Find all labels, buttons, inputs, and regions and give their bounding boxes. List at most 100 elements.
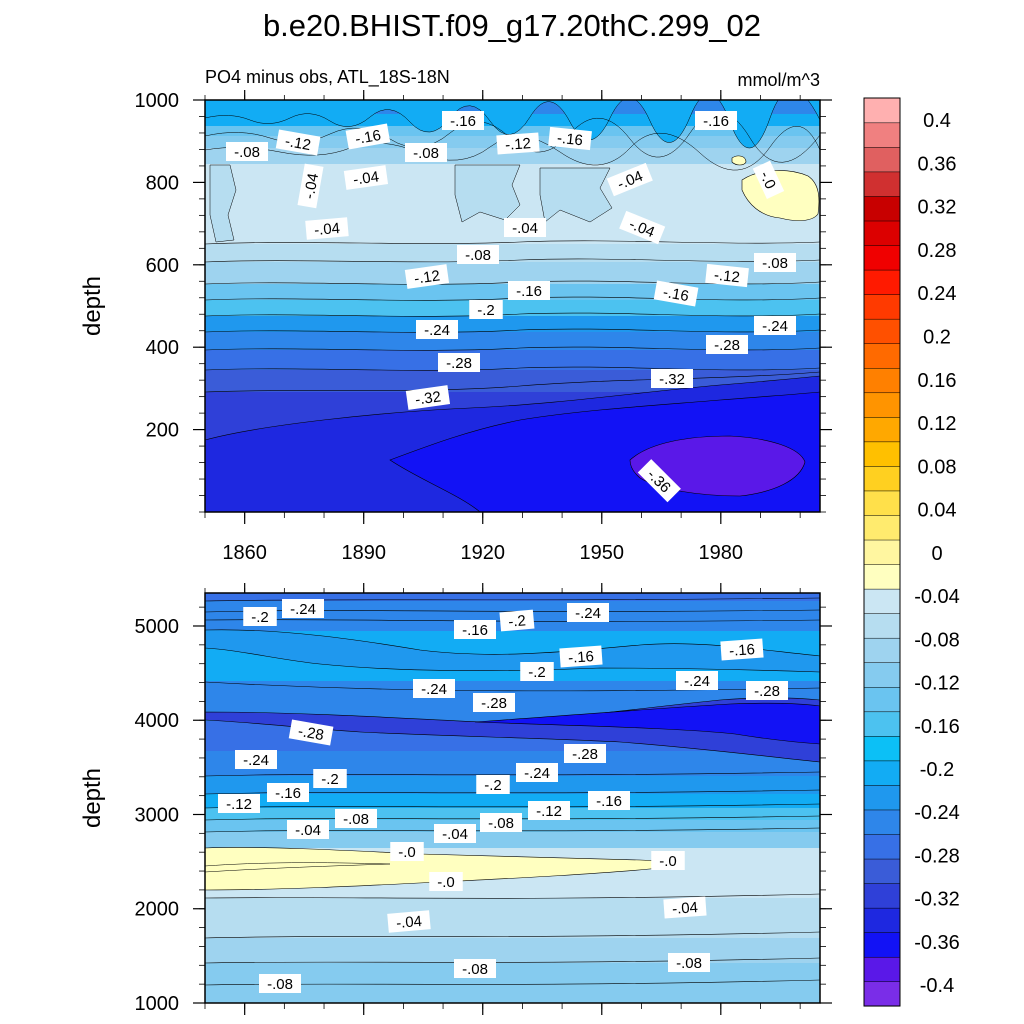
lower-band [205, 794, 820, 808]
colorbar-label: -0.04 [914, 586, 960, 608]
contour-label-box [335, 809, 377, 828]
contour-label-box [496, 132, 540, 155]
contour-label-box [469, 300, 503, 319]
contour-label-text: -.16 [450, 113, 476, 130]
contour-label: -.08 [335, 809, 377, 828]
colorbar-label: 0.36 [918, 153, 957, 175]
contour-label-text: -.08 [267, 976, 293, 993]
contour-label: -.28 [564, 744, 606, 763]
contour-label-box [520, 662, 554, 681]
contour-label-text: -.2 [508, 612, 527, 630]
contour-label-box [259, 974, 301, 993]
colorbar-label: 0.04 [918, 500, 957, 522]
colorbar-label: -0.24 [914, 802, 960, 824]
contour-label: -.16 [548, 126, 592, 151]
contour-line [205, 258, 820, 263]
contour-label-text: -.12 [505, 135, 532, 154]
contour-label-box [313, 769, 347, 788]
upper-subtitle: PO4 minus obs, ATL_18S-18N [205, 67, 450, 88]
contour-label-box [559, 645, 603, 668]
colorbar-label: 0.4 [923, 110, 951, 132]
contour-label-box [413, 679, 455, 698]
upper-patch [454, 164, 521, 223]
contour-label-text: -.12 [226, 796, 252, 813]
contour-label-box [567, 603, 609, 622]
colorbar-swatch [863, 662, 901, 688]
contour-label-text: -.24 [290, 601, 316, 618]
contour-label-box [752, 160, 785, 199]
colorbar-label: 0.32 [918, 197, 957, 219]
contour-label: -.12 [218, 794, 260, 813]
contour-label: -.0 [390, 842, 424, 861]
contour-label-text: -.04 [295, 822, 321, 839]
colorbar: -0.4 -0.36 -0.32 -0.28 -0.24 -0.2 -0.16 -0.12 -0… [863, 97, 960, 1007]
contour-label-box [438, 353, 480, 372]
contour-label-text: -.0 [756, 169, 779, 192]
contour-label-box [387, 910, 431, 933]
contour-label-box [499, 609, 535, 632]
contour-label-box [651, 851, 685, 870]
colorbar-swatch [863, 514, 901, 541]
contour-label-box [275, 129, 321, 156]
colorbar-swatch [863, 392, 901, 418]
contour-label: -.28 [288, 719, 334, 746]
lower-band [205, 776, 820, 794]
upper-band [205, 148, 820, 164]
upper-frame [204, 99, 821, 513]
contour-label-text: -.32 [414, 388, 442, 408]
contour-label-box [528, 801, 570, 820]
upper-band [205, 262, 820, 284]
contour-label-text: -.16 [556, 130, 583, 150]
contour-label: -.16 [267, 783, 309, 802]
contour-label-box [454, 620, 496, 639]
upper-patch [539, 167, 613, 223]
contour-label-box [429, 872, 463, 891]
contour-label-text: -.28 [446, 355, 472, 372]
contour-label: -.24 [416, 320, 458, 339]
upper-region-040 [629, 435, 806, 497]
colorbar-label: 0 [931, 543, 942, 565]
contour-label-text: -.0 [437, 874, 455, 891]
contour-line [205, 931, 820, 939]
colorbar-swatch [863, 981, 901, 1007]
contour-label: -.16 [559, 645, 603, 668]
contour-label-text: -.24 [424, 322, 450, 339]
contour-label-box [390, 842, 424, 861]
contour-label-text: -.04 [395, 913, 422, 932]
contour-label-box [476, 775, 510, 794]
colorbar-label: 0.08 [918, 456, 957, 478]
contour-label-text: -.12 [284, 133, 312, 154]
lower-band [205, 898, 820, 938]
contour-label-box [564, 744, 606, 763]
contour-label-text: -.2 [484, 777, 502, 794]
contour-label: -.28 [706, 335, 748, 354]
colorbar-label: 0.12 [918, 413, 957, 435]
x-tick-label: 1920 [460, 542, 505, 564]
colorbar-swatch [863, 490, 901, 516]
contour-label-box [405, 385, 451, 410]
y-tick-label: 1000 [135, 993, 180, 1015]
contour-label-text: -.16 [354, 127, 382, 148]
y-tick-label: 400 [146, 337, 179, 359]
contour-label: -.0 [651, 851, 685, 870]
contour-line [205, 893, 820, 899]
contour-label: -.04 [663, 896, 707, 919]
contour-label: -.16 [588, 791, 630, 810]
colorbar-frame [863, 97, 901, 1007]
colorbar-label: -0.4 [920, 975, 954, 997]
contour-label-box [637, 459, 681, 503]
contour-label: -.12 [496, 132, 540, 155]
contour-label-text: -.24 [421, 681, 447, 698]
colorbar-swatch [863, 465, 901, 492]
contour-label-text: -.08 [762, 255, 788, 272]
contour-label-box [457, 245, 499, 264]
contour-label-box [676, 671, 718, 690]
x-tick-label: 1890 [341, 542, 386, 564]
contour-line [205, 371, 820, 393]
contour-label-box [416, 320, 458, 339]
contour-label: -.12 [404, 264, 450, 289]
contour-label: -.16 [454, 620, 496, 639]
contour-label-text: -.32 [659, 371, 685, 388]
x-tick-label: 1950 [580, 542, 625, 564]
colorbar-swatch [863, 367, 901, 394]
